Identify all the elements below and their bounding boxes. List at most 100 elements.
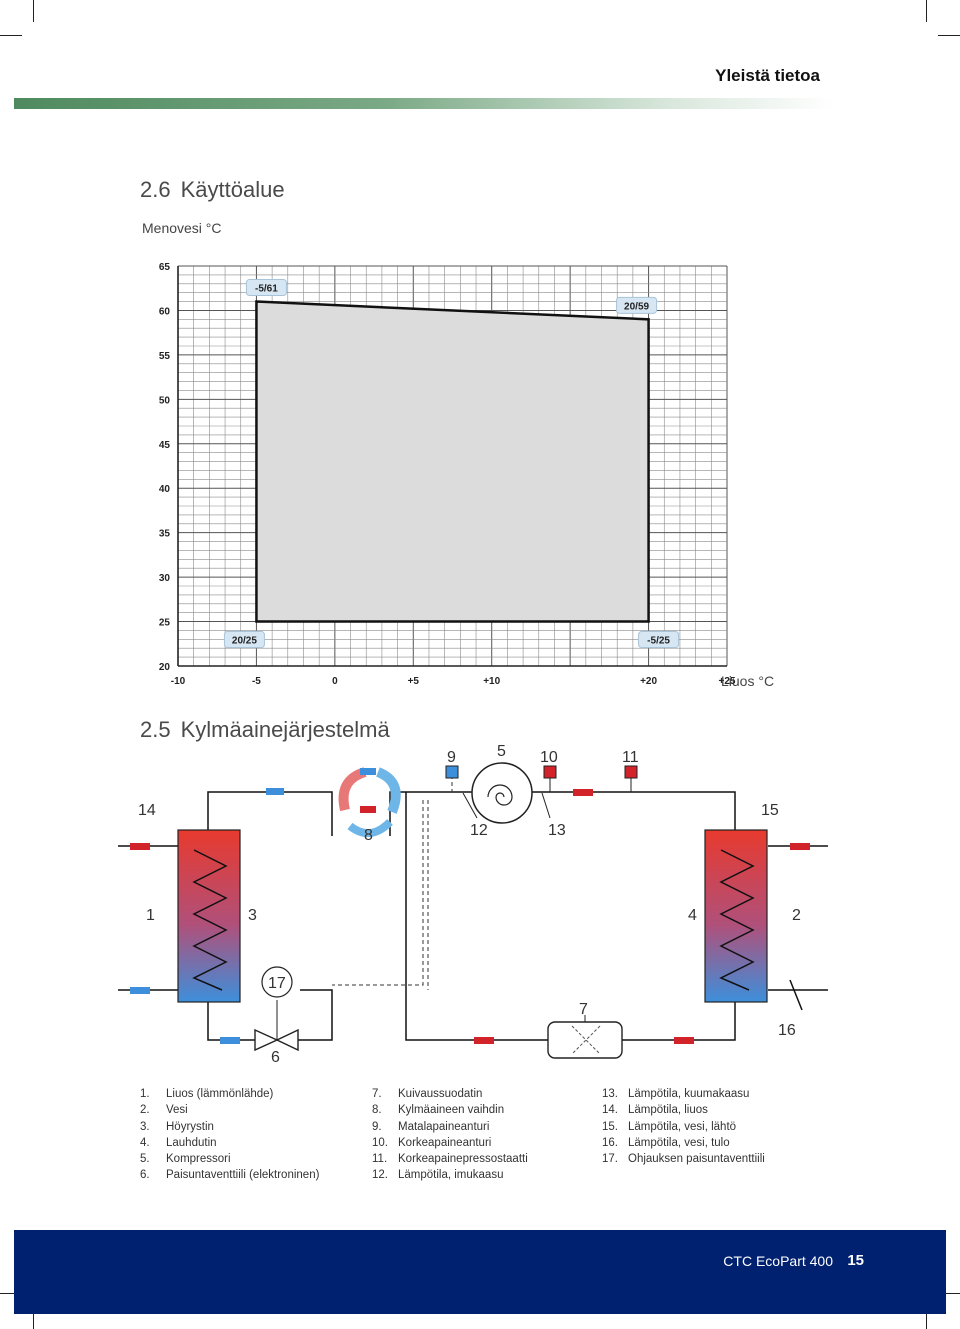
high-pressure-switch — [624, 765, 638, 779]
y-tick-labels: 20 25 30 35 40 45 50 55 60 65 — [159, 262, 171, 673]
diagram-labels: 1 2 3 4 5 6 7 8 9 10 11 12 13 14 15 16 1… — [138, 743, 801, 1066]
section-title-operating: 2.6 Käyttöalue — [140, 177, 285, 203]
legend-item: 16. Lämpötila, vesi, tulo — [602, 1136, 730, 1149]
y-axis-label: Menovesi °C — [142, 220, 222, 236]
point-label: -5/61 — [245, 279, 287, 297]
y-tick-label: 55 — [159, 351, 171, 362]
x-tick-label: +10 — [483, 676, 500, 687]
label-3: 3 — [248, 907, 257, 924]
refrigerant-exchanger-arrows-icon — [338, 767, 401, 837]
refrigerant-piping — [118, 791, 828, 1041]
expansion-valve — [254, 1028, 279, 1052]
crop-mark — [938, 1293, 960, 1294]
x-tick-label: +25 — [719, 676, 736, 687]
label-9: 9 — [447, 749, 456, 766]
svg-text:20/25: 20/25 — [232, 636, 257, 647]
section-heading: Käyttöalue — [180, 177, 285, 202]
legend-column-1: 1. Liuos (lämmönlähde) 2. Vesi 3. Höyrystin… — [140, 1086, 319, 1184]
section-number: 2.5 — [140, 717, 171, 742]
section-heading: Kylmäainejärjestelmä — [180, 717, 390, 742]
condenser — [704, 829, 768, 1003]
label-1: 1 — [146, 907, 155, 924]
refrigerant-system-diagram: 1 2 3 4 5 6 7 8 9 10 11 12 13 14 15 16 1… — [118, 743, 828, 1066]
page-number: 15 — [847, 1252, 864, 1269]
svg-text:20/59: 20/59 — [624, 301, 649, 312]
footer-bar — [14, 1230, 946, 1314]
evaporator-coil — [192, 849, 228, 991]
label-10: 10 — [540, 749, 558, 766]
label-5: 5 — [497, 743, 506, 760]
x-tick-label: +5 — [408, 676, 420, 687]
y-tick-label: 20 — [159, 662, 171, 673]
svg-text:-5/61: -5/61 — [255, 284, 278, 295]
legend-item: 12. Lämpötila, imukaasu — [372, 1169, 504, 1182]
crop-mark — [33, 0, 34, 22]
legend-column-2: 7. Kuivaussuodatin 8. Kylmäaineen vaihdin … — [372, 1086, 528, 1184]
point-label: 20/25 — [223, 631, 265, 649]
label-16: 16 — [778, 1022, 796, 1039]
x-axis-label: Liuos °C — [721, 673, 775, 689]
y-tick-label: 60 — [159, 306, 171, 317]
label-12: 12 — [470, 822, 488, 839]
x-tick-labels: -10 -5 0 +5 +10 +20 +25 — [171, 676, 736, 687]
legend-item: 14. Lämpötila, liuos — [602, 1104, 708, 1117]
crop-mark — [33, 1307, 34, 1329]
footer-product-name: CTC EcoPart 400 — [723, 1253, 833, 1269]
crop-mark — [938, 35, 960, 36]
label-14: 14 — [138, 802, 156, 819]
operating-region — [255, 300, 650, 623]
crop-mark — [926, 0, 927, 22]
expansion-valve-controller — [261, 966, 293, 998]
y-tick-label: 50 — [159, 395, 171, 406]
crop-mark — [926, 1307, 927, 1329]
label-8: 8 — [364, 827, 373, 844]
legend-item: 2. Vesi — [140, 1104, 188, 1117]
legend-item: 4. Lauhdutin — [140, 1136, 217, 1149]
legend-item: 11. Korkeapainepressostaatti — [372, 1153, 528, 1166]
legend-item: 8. Kylmäaineen vaihdin — [372, 1104, 505, 1117]
compressor-scroll-icon — [487, 784, 513, 806]
legend-item: 10. Korkeapaineanturi — [372, 1136, 492, 1149]
point-label: -5/25 — [638, 631, 680, 649]
y-tick-label: 45 — [159, 440, 171, 451]
legend-column-3: 13. Lämpötila, kuumakaasu 14. Lämpötila, l… — [602, 1086, 765, 1167]
header-title: Yleistä tietoa — [715, 66, 820, 85]
evaporator — [177, 829, 241, 1003]
legend-item: 3. Höyrystin — [140, 1120, 214, 1133]
label-13: 13 — [548, 822, 566, 839]
x-tick-label: +20 — [640, 676, 657, 687]
point-label: 20/59 — [616, 296, 658, 314]
legend-item: 6. Paisuntaventtiili (elektroninen) — [140, 1169, 320, 1182]
label-17: 17 — [268, 975, 286, 992]
y-tick-label: 25 — [159, 618, 171, 629]
condenser-coil — [719, 849, 755, 991]
label-6: 6 — [271, 1049, 280, 1066]
label-4: 4 — [688, 907, 697, 924]
y-tick-label: 65 — [159, 262, 171, 273]
crop-mark — [0, 35, 22, 36]
x-tick-label: 0 — [332, 676, 338, 687]
section-title-refrigerant: 2.5 Kylmäainejärjestelmä — [140, 717, 390, 743]
y-tick-label: 35 — [159, 529, 171, 540]
legend-item: 7. Kuivaussuodatin — [372, 1088, 483, 1100]
header-gradient-bar — [14, 98, 834, 109]
y-tick-label: 40 — [159, 484, 171, 495]
filter-dryer — [547, 1021, 623, 1059]
y-tick-label: 30 — [159, 573, 171, 584]
label-11: 11 — [622, 749, 639, 766]
flow-arrows — [130, 768, 810, 1044]
operating-range-chart: -5/61 20/59 -5/25 20/25 -10 -5 0 +5 +10 +20 +25 2… — [159, 262, 736, 687]
low-pressure-sensor — [445, 765, 459, 779]
legend-item: 9. Matalapaineanturi — [372, 1120, 490, 1133]
legend-item: 13. Lämpötila, kuumakaasu — [602, 1088, 750, 1100]
legend-item: 17. Ohjauksen paisuntaventtiili — [602, 1153, 765, 1166]
x-tick-label: -5 — [252, 676, 261, 687]
legend-item: 1. Liuos (lämmönlähde) — [140, 1088, 274, 1100]
label-2: 2 — [792, 907, 801, 924]
legend-item: 5. Kompressori — [140, 1153, 231, 1166]
label-15: 15 — [761, 802, 779, 819]
x-tick-label: -10 — [171, 676, 186, 687]
label-7: 7 — [579, 1001, 588, 1018]
crop-mark — [0, 1293, 22, 1294]
legend-item: 15. Lämpötila, vesi, lähtö — [602, 1120, 737, 1133]
